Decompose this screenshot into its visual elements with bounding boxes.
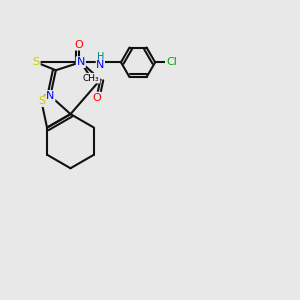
Text: H: H <box>97 52 104 62</box>
Text: O: O <box>75 40 83 50</box>
Text: CH₃: CH₃ <box>83 74 100 83</box>
Text: S: S <box>38 96 45 106</box>
Text: N: N <box>76 57 85 67</box>
Text: N: N <box>96 60 105 70</box>
Text: O: O <box>92 93 101 103</box>
Text: Cl: Cl <box>166 57 177 67</box>
Text: N: N <box>46 91 55 101</box>
Text: S: S <box>33 57 40 67</box>
